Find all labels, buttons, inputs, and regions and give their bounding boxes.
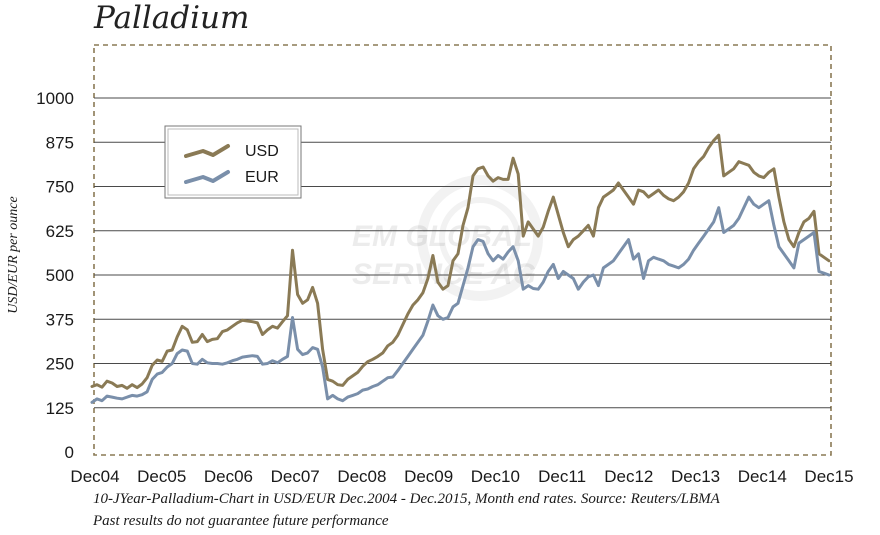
y-tick-label: 250: [46, 355, 74, 374]
y-tick-label: 1000: [36, 89, 74, 108]
footnote-line: 10-JYear-Palladium-Chart in USD/EUR Dec.…: [93, 491, 721, 507]
x-tick-label: Dec12: [604, 467, 653, 486]
y-tick-label: 375: [46, 310, 74, 329]
legend-label-eur: EUR: [245, 169, 279, 186]
y-tick-label: 875: [46, 133, 74, 152]
x-tick-label: Dec14: [738, 467, 787, 486]
y-tick-label: 625: [46, 222, 74, 241]
y-tick-label: 0: [65, 443, 74, 462]
x-tick-label: Dec15: [804, 467, 853, 486]
footnote-line: Past results do not guarantee future per…: [92, 513, 389, 529]
legend: USD EUR: [164, 125, 302, 199]
y-tick-label: 500: [46, 266, 74, 285]
legend-swatch-eur: [184, 170, 230, 184]
legend-swatch-usd: [184, 144, 230, 158]
y-tick-label: 750: [46, 178, 74, 197]
x-axis-tick-labels: Dec04 Dec05 Dec06 Dec07 Dec08 Dec09 Dec10 Dec11…: [70, 467, 853, 486]
watermark: EM GLOBAL SERVICE AG: [352, 175, 543, 301]
x-tick-label: Dec10: [471, 467, 520, 486]
y-axis-tick-labels: 0 125 250 375 500 625 750 875 1000: [36, 89, 74, 462]
legend-label-usd: USD: [245, 143, 279, 160]
footnotes: 10-JYear-Palladium-Chart in USD/EUR Dec.…: [92, 491, 721, 529]
series-line-usd: [90, 133, 831, 390]
watermark-line-1: EM GLOBAL: [352, 220, 532, 253]
x-tick-label: Dec04: [70, 467, 119, 486]
x-tick-label: Dec07: [271, 467, 320, 486]
y-tick-label: 125: [46, 399, 74, 418]
chart-frame: [93, 44, 832, 456]
x-tick-label: Dec05: [137, 467, 186, 486]
x-tick-label: Dec09: [404, 467, 453, 486]
series-lines: [90, 133, 831, 404]
y-axis-label: USD/EUR per ounce: [6, 196, 21, 313]
x-tick-label: Dec06: [204, 467, 253, 486]
chart-title: Palladium: [93, 0, 249, 36]
series-line-eur: [90, 195, 831, 404]
x-tick-label: Dec11: [538, 467, 586, 486]
x-tick-label: Dec08: [337, 467, 386, 486]
x-tick-label: Dec13: [671, 467, 720, 486]
